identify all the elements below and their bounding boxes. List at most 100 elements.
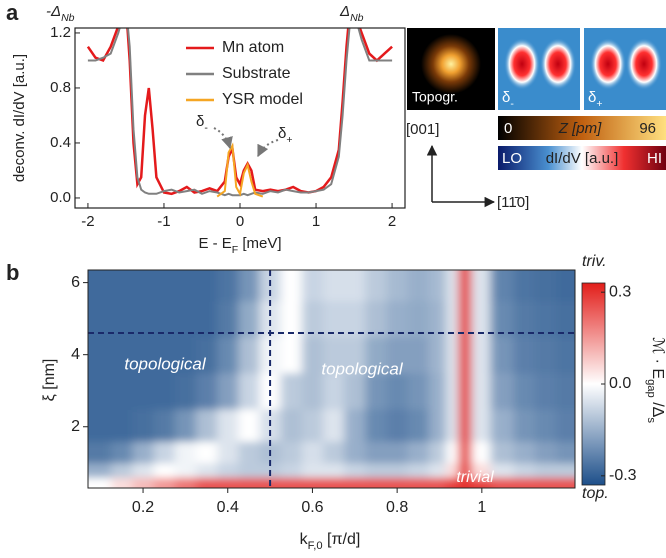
heatmap-cell — [74, 463, 112, 478]
text-part: F,0 — [308, 540, 323, 552]
legend-label: YSR model — [222, 91, 303, 108]
heatmap-cell — [459, 256, 472, 301]
heatmap-cell — [74, 477, 112, 502]
heatmap-cell — [429, 477, 447, 502]
y-tick-label: 6 — [71, 274, 80, 291]
y-axis-label: ξ [nm] — [41, 359, 58, 402]
colorbar-end-label: triv. — [582, 253, 607, 270]
heatmap-cell — [154, 463, 176, 478]
heatmap-cell — [429, 301, 447, 338]
text-part: ℳ · E — [649, 337, 666, 379]
heatmap-cell — [238, 373, 260, 410]
heatmap-cell — [387, 301, 409, 338]
text-part: δ — [278, 125, 286, 142]
map-blob — [626, 38, 662, 90]
heatmap-cell — [281, 337, 303, 374]
inset-label: Topogr. — [412, 89, 458, 105]
heatmap-cell — [490, 409, 514, 442]
heatmap-cell — [154, 409, 176, 442]
heatmap-cell — [217, 256, 239, 301]
heatmap-cell — [132, 441, 154, 463]
heatmap-cell — [514, 301, 536, 338]
heatmap-cell — [459, 301, 472, 338]
annotation: topological — [321, 359, 404, 378]
colorbar-label: 96 — [639, 120, 656, 137]
heatmap-cell — [344, 477, 366, 502]
heatmap-cell — [446, 256, 459, 301]
page: {"panels": ["a", "b"], "chart_data": [ {… — [0, 0, 666, 558]
colorbar-tick-label: 0.3 — [609, 283, 631, 300]
panel-a: -2-10120.00.40.81.2E - EF [meV]deconv. d… — [11, 3, 405, 256]
heatmap-cell — [281, 409, 303, 442]
topography-blob — [421, 34, 481, 94]
heatmap-cell — [111, 301, 133, 338]
heatmap-cell — [535, 373, 557, 410]
heatmap-cell — [514, 337, 536, 374]
heatmap-cell — [535, 441, 557, 463]
panel-label: a — [6, 0, 19, 25]
heatmap-cell — [387, 409, 409, 442]
colorbar-label: ℳ · Egap /Δs — [645, 337, 666, 423]
text-part: Δ — [339, 3, 350, 20]
heatmap-cell — [459, 373, 472, 410]
heatmap-cell — [323, 256, 345, 301]
colorbar-end-label: top. — [582, 485, 609, 502]
heatmap-cell — [408, 301, 430, 338]
annotation: δ- — [196, 113, 208, 134]
heatmap-cell — [446, 337, 459, 374]
y-tick-label: 0.8 — [50, 79, 71, 96]
legend-label: Substrate — [222, 65, 291, 82]
heatmap-cell — [408, 337, 430, 374]
heatmap-cell — [459, 409, 472, 442]
heatmap-cell — [132, 409, 154, 442]
heatmap-cell — [74, 373, 112, 410]
map-blob — [504, 38, 540, 90]
figure: a b Topogr. δ- δ+ 0 Z [pm] 96 LO dI/dV [… — [0, 0, 666, 558]
text-part: [meV] — [238, 235, 281, 252]
heatmap-cell — [535, 256, 557, 301]
annotation-arrow — [258, 140, 278, 156]
heatmap-cell — [281, 441, 303, 463]
heatmap-cell — [471, 441, 491, 463]
heatmap-cell — [111, 463, 133, 478]
heatmap-cell — [132, 373, 154, 410]
x-tick-label: 0 — [236, 213, 244, 230]
heatmap-cell — [217, 441, 239, 463]
heatmap-cell — [154, 373, 176, 410]
heatmap-cell — [429, 337, 447, 374]
annotation: trivial — [456, 469, 494, 486]
heatmap-cell — [74, 301, 112, 338]
heatmap-cell — [514, 373, 536, 410]
heatmap-cell — [281, 463, 303, 478]
heatmap-cell — [323, 463, 345, 478]
heatmap-cell — [446, 373, 459, 410]
heatmap-cell — [429, 373, 447, 410]
text-part: Nb — [350, 12, 364, 24]
heatmap-cell — [132, 463, 154, 478]
heatmap-cell — [238, 256, 260, 301]
heatmap-cell — [154, 477, 176, 502]
text-part: + — [596, 98, 602, 110]
heatmap-cell — [238, 409, 260, 442]
heatmap-cell — [459, 337, 472, 374]
heatmap-cell — [175, 373, 197, 410]
heatmap-cell — [281, 477, 303, 502]
y-tick-label: 0.4 — [50, 134, 71, 151]
x-tick-label: 1 — [312, 213, 320, 230]
heatmap-cell — [175, 441, 197, 463]
heatmap-cell — [490, 441, 514, 463]
map-blob — [540, 38, 576, 90]
colorbar-label: Z [pm] — [558, 120, 602, 137]
heatmap-cell — [387, 463, 409, 478]
text-part: gap — [645, 379, 657, 398]
insets: Topogr. δ- δ+ 0 Z [pm] 96 LO dI/dV [a.u.… — [406, 28, 666, 211]
heatmap-cell — [175, 301, 197, 338]
heatmap-cell — [111, 256, 133, 301]
heatmap-cell — [514, 463, 536, 478]
heatmap-cell — [514, 256, 536, 301]
heatmap-cell — [471, 301, 491, 338]
heatmap-cell — [446, 409, 459, 442]
heatmap-cell — [408, 373, 430, 410]
heatmap-cell — [429, 463, 447, 478]
heatmap-cell — [175, 463, 197, 478]
